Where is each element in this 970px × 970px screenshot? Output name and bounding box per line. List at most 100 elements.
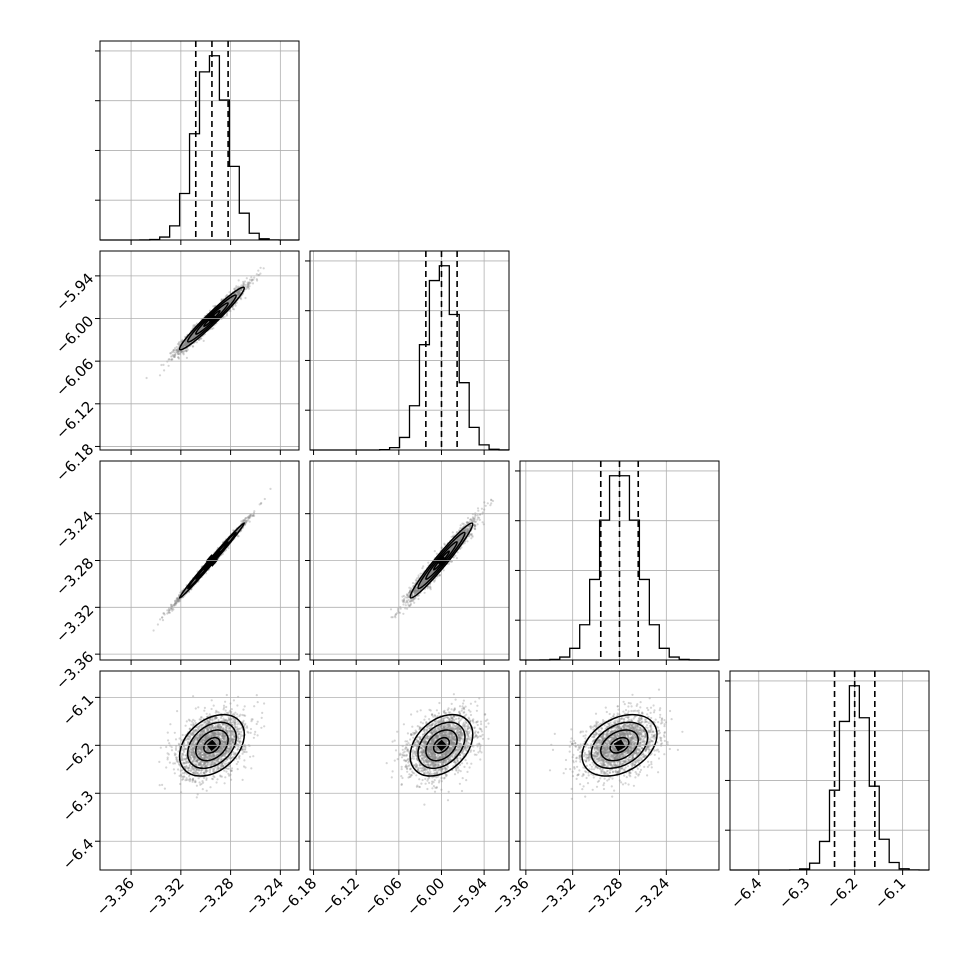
y-tick-label: −6.00	[52, 312, 97, 357]
sample-point	[191, 336, 194, 339]
sample-point	[226, 293, 229, 297]
sample-point	[245, 517, 248, 520]
sample-point	[249, 513, 252, 516]
sample-point	[173, 599, 177, 603]
sample-point	[470, 537, 473, 540]
scatter-1-0	[145, 266, 265, 380]
sample-point	[232, 529, 235, 532]
sample-point	[409, 602, 412, 606]
sample-point	[199, 328, 202, 331]
sample-point	[246, 516, 250, 519]
sample-point	[229, 299, 232, 302]
sample-point	[201, 326, 205, 329]
sample-point	[193, 333, 196, 336]
sample-point	[177, 350, 180, 353]
sample-point	[184, 343, 187, 346]
sample-point	[430, 571, 433, 574]
sample-point	[258, 503, 261, 506]
sample-point	[408, 604, 411, 608]
sample-point	[225, 294, 228, 297]
sample-point	[198, 329, 201, 332]
sample-point	[250, 278, 253, 282]
sample-point	[428, 573, 431, 576]
sample-point	[237, 290, 241, 293]
sample-point	[248, 281, 251, 284]
sample-point	[242, 282, 245, 286]
sample-point	[227, 300, 230, 303]
sample-point	[177, 598, 180, 601]
sample-point	[220, 308, 223, 311]
sample-point	[177, 356, 180, 359]
sample-point	[183, 342, 186, 345]
sample-point	[174, 353, 177, 357]
sample-point	[452, 556, 455, 559]
sample-point	[246, 516, 249, 519]
sample-point	[188, 590, 191, 594]
sample-point	[422, 581, 425, 584]
sample-point	[172, 608, 175, 611]
sample-point	[237, 292, 240, 295]
sample-point	[230, 299, 233, 302]
sample-point	[456, 539, 460, 542]
sample-point	[172, 348, 175, 352]
sample-point	[235, 285, 238, 288]
sample-point	[182, 344, 185, 347]
sample-point	[473, 513, 477, 516]
sample-point	[178, 353, 181, 356]
sample-point	[198, 329, 201, 332]
sample-point	[247, 516, 250, 519]
sample-point	[176, 597, 179, 601]
sample-point	[175, 345, 178, 349]
sample-point	[174, 600, 177, 603]
sample-point	[222, 305, 225, 308]
sample-point	[221, 306, 224, 310]
sample-point	[450, 547, 453, 550]
sample-point	[175, 349, 178, 352]
sample-point	[416, 590, 419, 593]
sample-point	[430, 569, 433, 573]
sample-point	[240, 289, 243, 292]
sample-point	[175, 598, 178, 601]
sample-point	[184, 343, 187, 346]
sample-point	[269, 487, 272, 490]
panel-frame	[99, 460, 300, 661]
sample-point	[172, 349, 175, 352]
sample-point	[237, 290, 240, 294]
sample-point	[185, 342, 188, 346]
sample-point	[200, 337, 203, 340]
sample-point	[184, 348, 187, 352]
sample-point	[248, 516, 251, 520]
sample-point	[198, 328, 201, 331]
histogram-1	[310, 265, 510, 451]
sample-point	[414, 591, 417, 594]
sample-point	[180, 350, 183, 353]
sample-point	[240, 298, 243, 301]
sample-point	[230, 299, 233, 302]
sample-point	[450, 548, 453, 551]
sample-point	[172, 604, 175, 607]
sample-point	[244, 517, 247, 520]
sample-point	[189, 337, 192, 340]
sample-point	[251, 514, 254, 517]
sample-point	[222, 305, 225, 308]
sample-point	[411, 581, 415, 585]
sample-point	[182, 344, 185, 348]
contour-level-1	[186, 294, 237, 343]
sample-point	[245, 521, 248, 524]
sample-point	[229, 300, 232, 303]
sample-point	[186, 348, 189, 351]
sample-point	[175, 599, 178, 602]
sample-point	[183, 341, 186, 345]
sample-point	[246, 282, 250, 285]
sample-point	[221, 307, 224, 310]
sample-point	[229, 300, 232, 303]
sample-point	[198, 338, 201, 341]
panel-frame	[99, 250, 300, 451]
sample-point	[185, 344, 188, 347]
sample-point	[169, 352, 172, 355]
sample-point	[192, 334, 196, 337]
sample-point	[190, 337, 193, 340]
sample-point	[243, 280, 247, 283]
sample-point	[223, 305, 226, 308]
sample-point	[178, 598, 181, 601]
